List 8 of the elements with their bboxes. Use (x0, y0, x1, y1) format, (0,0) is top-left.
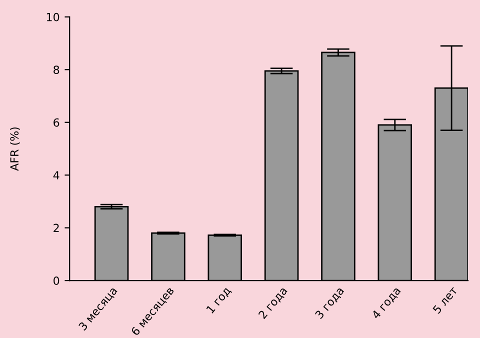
y-tick-label: 10 (46, 12, 60, 22)
y-tick-label: 4 (53, 171, 60, 180)
y-tick-label: 0 (54, 276, 60, 285)
y-tick-label: 8 (54, 66, 60, 74)
y-tick-label: 2 (54, 224, 59, 232)
x-tick-label: 1 год (206, 286, 232, 315)
y-axis-title: AFR (%) (10, 127, 20, 171)
y-tick-label: 6 (54, 118, 60, 127)
